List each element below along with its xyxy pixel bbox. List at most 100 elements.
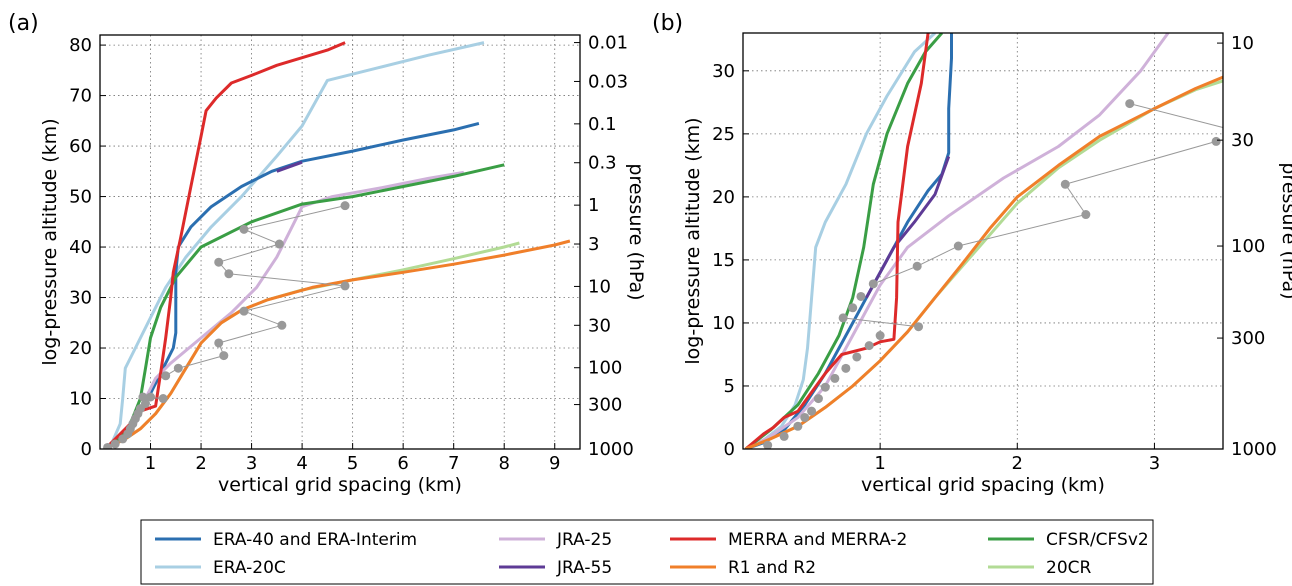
series-line-jra55: [276, 160, 303, 173]
series-line-jra55: [865, 155, 951, 299]
y-tick-label: 10: [69, 389, 92, 410]
pressure-tick-label: 300: [588, 395, 622, 416]
marker-point: [138, 392, 148, 402]
panel-a-label: (a): [8, 11, 39, 36]
marker-point: [807, 406, 817, 416]
marker-link: [958, 214, 1086, 247]
legend-label: 20CR: [1046, 558, 1092, 578]
panel-a-ylabel: log-pressure altitude (km): [39, 118, 61, 365]
pressure-tick-label: 0.01: [588, 33, 628, 54]
y-tick-label: 20: [712, 187, 735, 208]
y-tick-label: 15: [712, 250, 735, 271]
panel-a-frame: [99, 34, 581, 450]
x-tick-label: 9: [549, 453, 560, 474]
marker-point: [110, 439, 120, 449]
marker-link: [218, 243, 280, 263]
marker-point: [103, 442, 113, 449]
y-tick-label: 60: [69, 136, 92, 157]
panel-b-ylabel: log-pressure altitude (km): [682, 117, 704, 364]
marker-link: [243, 205, 346, 230]
legend-label: MERRA and MERRA-2: [728, 530, 907, 550]
series-line-era20c: [104, 41, 485, 449]
marker-point: [914, 322, 924, 332]
legend-label: JRA-55: [556, 558, 612, 578]
series-line-era: [745, 33, 953, 449]
pressure-tick-label: 300: [1231, 328, 1265, 349]
x-tick-label: 2: [195, 453, 206, 474]
marker-point: [1211, 136, 1221, 146]
legend-label: JRA-25: [556, 530, 612, 550]
x-tick-label: 2: [1012, 453, 1023, 474]
series-line-r1r2: [745, 75, 1223, 449]
marker-point: [841, 363, 851, 373]
legend: ERA-40 and ERA-Interim ERA-20C JRA-25 JRA-5…: [140, 519, 1154, 585]
marker-point: [224, 269, 234, 279]
marker-point: [852, 352, 862, 362]
marker-point: [820, 382, 830, 392]
marker-point: [953, 241, 963, 251]
panel-b-frame: [742, 32, 1224, 450]
marker-point: [763, 440, 773, 449]
pressure-tick-label: 10: [588, 276, 611, 297]
marker-link: [1129, 103, 1223, 129]
pressure-tick-label: 30: [588, 315, 611, 336]
pressure-tick-label: 100: [588, 358, 622, 379]
marker-point: [838, 313, 848, 323]
marker-point: [214, 257, 224, 267]
panel-a-y2label: pressure (hPa): [625, 163, 647, 300]
series-line-era20c: [745, 33, 937, 449]
y-tick-label: 10: [712, 313, 735, 334]
legend-items: ERA-40 and ERA-Interim ERA-20C JRA-25 JRA-5…: [155, 530, 1149, 578]
marker-point: [340, 281, 350, 291]
marker-link: [243, 228, 280, 245]
marker-point: [830, 373, 840, 383]
marker-link: [873, 265, 918, 285]
x-tick-label: 1: [874, 453, 885, 474]
marker-link: [178, 355, 224, 369]
x-tick-label: 7: [448, 453, 459, 474]
y-tick-label: 40: [69, 237, 92, 258]
marker-point: [161, 371, 171, 381]
panel-a-grid: [100, 35, 580, 449]
series-line-20cr: [104, 241, 520, 449]
marker-link: [243, 285, 346, 312]
marker-point: [912, 261, 922, 271]
panel-b-xlabel: vertical grid spacing (km): [861, 474, 1105, 496]
y-tick-label: 50: [69, 187, 92, 208]
pressure-tick-label: 1: [588, 195, 599, 216]
marker-point: [1125, 99, 1135, 109]
legend-frame: [140, 519, 1154, 585]
panel-a-ticks: 1 2 3 4 5 6 7 8 90102030405060708010003001003010…: [69, 33, 634, 474]
marker-point: [239, 306, 249, 316]
pressure-tick-label: 0.03: [588, 71, 628, 92]
marker-link: [843, 317, 919, 328]
panel-a-chart: 1 2 3 4 5 6 7 8 90102030405060708010003001003010…: [39, 33, 647, 496]
pressure-tick-label: 0.1: [588, 114, 617, 135]
x-tick-label: 1: [145, 453, 156, 474]
marker-point: [868, 279, 878, 289]
pressure-tick-label: 100: [1231, 236, 1265, 257]
x-tick-label: 4: [296, 453, 307, 474]
marker-point: [800, 412, 810, 422]
x-tick-label: 5: [347, 453, 358, 474]
x-tick-label: 6: [397, 453, 408, 474]
x-tick-label: 8: [498, 453, 509, 474]
marker-point: [340, 201, 350, 211]
marker-point: [239, 224, 249, 234]
pressure-tick-label: 30: [1231, 130, 1254, 151]
y-tick-label: 30: [69, 288, 92, 309]
marker-link: [228, 273, 346, 287]
marker-point: [875, 331, 885, 341]
pressure-tick-label: 0.3: [588, 153, 617, 174]
marker-point: [1081, 210, 1091, 220]
y-tick-label: 80: [69, 35, 92, 56]
marker-point: [277, 320, 287, 330]
legend-label: R1 and R2: [728, 558, 816, 578]
marker-point: [848, 303, 858, 313]
pressure-tick-label: 10: [1231, 33, 1254, 54]
marker-point: [813, 394, 823, 404]
y-tick-label: 5: [724, 376, 735, 397]
x-tick-label: 3: [246, 453, 257, 474]
marker-point: [146, 392, 156, 402]
